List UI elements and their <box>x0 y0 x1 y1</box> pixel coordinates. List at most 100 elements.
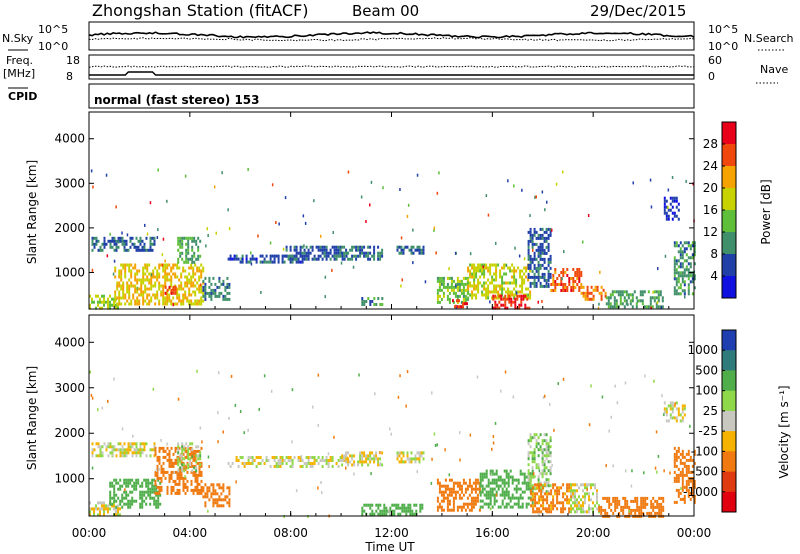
heatmap-cell <box>466 502 469 506</box>
heatmap-cell <box>531 502 534 506</box>
heatmap-cell <box>485 490 488 494</box>
heatmap-cell <box>140 281 143 285</box>
heatmap-cell <box>325 456 328 459</box>
heatmap-cell <box>464 294 467 298</box>
colorbar-tick-label: 100 <box>695 384 718 398</box>
heatmap-cell <box>535 269 538 273</box>
heatmap-cell <box>580 483 582 487</box>
heatmap-cell <box>651 305 654 309</box>
heatmap-cell <box>187 260 190 264</box>
heatmap-cell <box>131 236 134 240</box>
heatmap-cell <box>539 251 542 255</box>
heatmap-cell <box>309 456 312 459</box>
heatmap-cell <box>517 481 520 485</box>
heatmap-cell <box>176 287 179 291</box>
heatmap-cell <box>141 505 144 509</box>
heatmap-cell <box>497 293 500 297</box>
heatmap-cell <box>496 303 499 307</box>
heatmap-cell <box>483 475 486 479</box>
heatmap-cell <box>181 242 184 246</box>
heatmap-speck <box>162 237 165 241</box>
heatmap-cell <box>508 300 511 304</box>
heatmap-cell <box>323 254 326 258</box>
heatmap-cell <box>114 299 117 303</box>
heatmap-cell <box>421 506 424 510</box>
heatmap-cell <box>677 292 680 296</box>
heatmap-cell <box>519 469 522 473</box>
heatmap-cell <box>542 507 545 511</box>
heatmap-cell <box>291 257 294 261</box>
heatmap-cell <box>588 297 591 301</box>
heatmap-cell <box>373 254 376 258</box>
heatmap-cell <box>572 507 574 511</box>
heatmap-cell <box>129 236 132 240</box>
heatmap-cell <box>454 282 457 286</box>
heatmap-cell <box>658 502 661 506</box>
heatmap-cell <box>472 487 475 491</box>
heatmap-cell <box>403 506 406 510</box>
heatmap-cell <box>168 263 171 267</box>
heatmap-cell <box>549 445 552 449</box>
heatmap-cell <box>189 457 192 461</box>
heatmap-cell <box>184 446 187 450</box>
heatmap-cell <box>192 281 195 285</box>
heatmap-cell <box>519 496 522 500</box>
heatmap-cell <box>142 266 145 270</box>
heatmap-cell <box>497 478 500 482</box>
heatmap-cell <box>111 496 114 500</box>
heatmap-cell <box>438 276 441 280</box>
heatmap-cell <box>539 433 542 437</box>
heatmap-cell <box>181 236 184 240</box>
heatmap-cell <box>438 288 441 292</box>
heatmap-cell <box>311 456 314 459</box>
colorbar-tick-label: 12 <box>703 225 718 239</box>
heatmap-cell <box>527 481 530 485</box>
heatmap-cell <box>249 456 252 459</box>
heatmap-cell <box>135 499 138 503</box>
heatmap-speck <box>382 186 384 190</box>
heatmap-cell <box>665 214 668 218</box>
heatmap-cell <box>99 245 102 249</box>
heatmap-cell <box>160 446 163 450</box>
heatmap-speck <box>158 467 160 471</box>
heatmap-cell <box>178 491 181 495</box>
heatmap-cell <box>527 239 530 243</box>
heatmap-cell <box>405 512 408 516</box>
heatmap-cell <box>495 263 498 267</box>
heatmap-cell <box>489 490 492 494</box>
heatmap-cell <box>99 248 102 252</box>
heatmap-cell <box>468 493 471 497</box>
heatmap-cell <box>113 448 116 452</box>
heatmap-cell <box>210 288 213 292</box>
colorbar-segment <box>722 491 736 513</box>
heatmap-cell <box>103 303 105 307</box>
heatmap-speck <box>313 199 315 203</box>
heatmap-cell <box>656 505 659 509</box>
heatmap-cell <box>139 445 142 449</box>
heatmap-cell <box>218 486 221 490</box>
heatmap-cell <box>158 299 161 303</box>
heatmap-cell <box>452 288 455 292</box>
heatmap-speck <box>431 391 433 395</box>
heatmap-cell <box>224 495 227 499</box>
heatmap-cell <box>479 481 482 485</box>
heatmap-cell <box>295 257 298 261</box>
heatmap-cell <box>218 294 221 298</box>
heatmap-cell <box>235 257 238 261</box>
heatmap-cell <box>257 456 260 459</box>
heatmap-cell <box>141 502 144 506</box>
heatmap-cell <box>535 275 538 279</box>
heatmap-cell <box>444 478 447 482</box>
heatmap-cell <box>529 257 532 261</box>
heatmap-cell <box>178 287 181 291</box>
heatmap-cell <box>199 239 202 243</box>
heatmap-cell <box>117 481 120 485</box>
heatmap-cell <box>683 247 686 251</box>
heatmap-cell <box>493 496 496 500</box>
heatmap-cell <box>113 297 115 301</box>
heatmap-cell <box>504 294 507 298</box>
heatmap-cell <box>448 300 451 304</box>
heatmap-speck <box>495 493 498 497</box>
heatmap-cell <box>198 275 201 279</box>
heatmap-cell <box>629 299 632 303</box>
